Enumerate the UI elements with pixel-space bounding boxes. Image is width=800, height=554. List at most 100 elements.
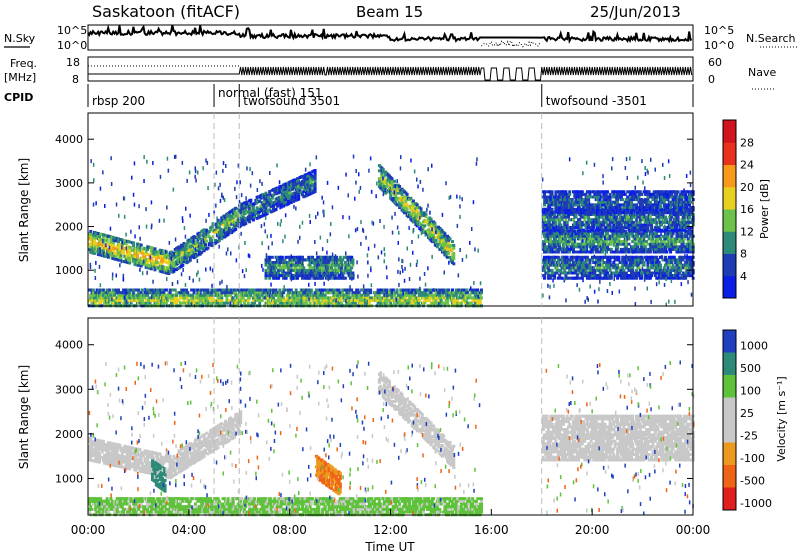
echo-cell [100,291,104,295]
echo-cell [161,252,165,255]
echo-cell [684,274,688,278]
echo-cell [590,234,594,238]
echo-cell [270,255,274,259]
echo-cell [589,266,593,270]
echo-cell [284,200,288,204]
echo-cell [682,228,686,232]
echo-cell [343,261,347,264]
echo-cell [579,226,583,230]
echo-cell [550,274,554,278]
echo-cell [333,266,337,270]
echo-cell [118,301,122,305]
echo-cell [637,232,641,236]
echo-cell [405,208,409,212]
echo-cell [289,182,293,186]
echo-cell [351,276,355,280]
echo-cell [676,190,680,194]
echo-cell [134,296,138,300]
echo-cell [105,288,109,292]
echo-cell [589,276,593,280]
echo-cell [590,206,594,209]
echo-cell [138,251,142,255]
echo-cell [411,199,415,203]
echo-cell [180,293,183,297]
echo-cell [664,237,667,241]
echo-cell [149,267,153,271]
echo-cell [267,268,270,272]
echo-cell [690,226,694,230]
echo-cell [616,245,620,249]
echo-cell [299,271,303,275]
echo-cell [606,215,609,219]
echo-cell [226,225,230,229]
echo-cell [559,198,563,202]
echo-cell [561,242,565,246]
echo-cell [280,255,284,259]
echo-cell [682,247,686,251]
echo-cell [309,268,313,272]
echo-cell [232,226,236,229]
echo-cell [159,299,163,302]
echo-cell [182,299,186,302]
echo-cell [117,237,120,241]
echo-cell [587,195,591,199]
echo-cell [209,237,212,241]
echo-cell [235,211,239,215]
echo-cell [546,266,550,270]
echo-cell [636,245,640,249]
echo-cell [152,249,156,253]
echo-cell [224,224,228,228]
echo-cell [554,237,558,241]
echo-cell [667,237,671,241]
echo-cell [597,208,601,212]
echo-cell [567,240,570,244]
echo-cell [319,255,323,259]
echo-cell [636,226,640,230]
echo-cell [640,261,644,264]
echo-cell [94,301,98,305]
echo-cell [679,245,683,249]
echo-cell [109,291,113,295]
echo-cell [680,223,684,227]
echo-cell [308,187,312,191]
echo-cell [595,195,599,199]
echo-cell [564,274,568,278]
echo-cell [222,214,226,218]
echo-cell [269,205,273,209]
echo-cell [270,263,274,267]
echo-cell [114,255,118,259]
echo-cell [140,288,144,292]
echo-cell [290,197,294,201]
echo-cell [544,247,548,251]
echo-cell [628,268,632,272]
echo-cell [640,240,644,244]
echo-cell [670,213,674,216]
echo-cell [648,242,652,246]
echo-cell [577,232,580,236]
echo-cell [565,250,569,254]
nsky-label: N.Sky [4,32,36,45]
echo-cell [622,255,626,259]
echo-cell [624,211,628,215]
echo-cell [348,276,352,280]
echo-cell [655,232,659,236]
echo-cell [613,213,617,216]
echo-cell [590,250,594,254]
echo-cell [671,245,675,249]
echo-cell [277,268,281,272]
echo-cell [554,200,558,204]
echo-cell [558,274,562,278]
echo-cell [98,253,102,257]
echo-cell [551,234,555,238]
echo-cell [635,213,638,216]
echo-cell [606,190,609,194]
echo-cell [643,211,647,215]
echo-cell [267,274,270,278]
echo-cell [304,178,308,182]
echo-cell [336,271,340,275]
echo-cell [161,254,165,258]
echo-cell [606,271,609,275]
echo-cell [636,255,640,259]
echo-cell [308,271,312,275]
echo-cell [578,220,582,224]
